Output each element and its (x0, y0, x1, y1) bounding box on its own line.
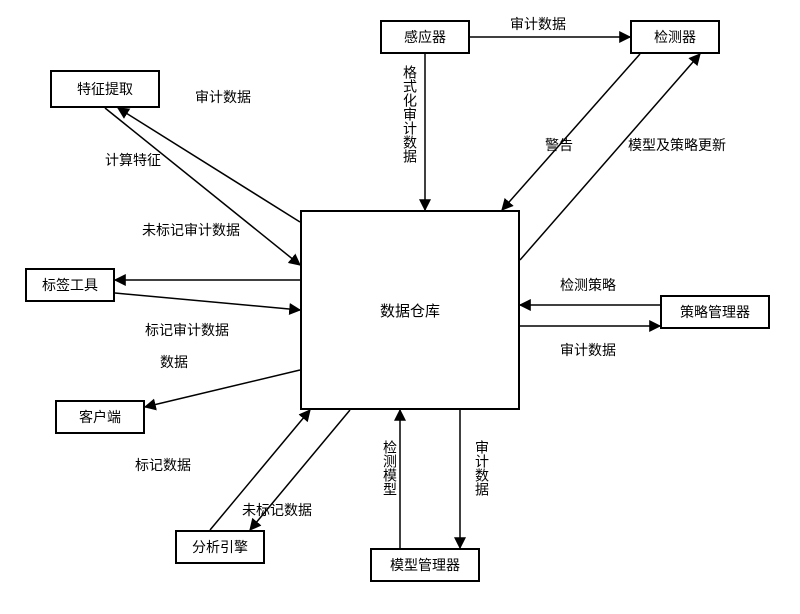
node-policymgr: 策略管理器 (660, 295, 770, 329)
edge-label-policymgr-policy: 检测策略 (560, 275, 616, 295)
node-feature-label: 特征提取 (77, 79, 133, 99)
edge-label-labeltool-mark: 标记审计数据 (145, 320, 229, 340)
node-feature: 特征提取 (50, 70, 160, 108)
edge-label-analysis-marked: 标记数据 (135, 455, 191, 475)
edge-detector-model (520, 54, 700, 260)
node-detector-label: 检测器 (654, 27, 696, 47)
node-labeltool: 标签工具 (25, 268, 115, 302)
edge-label-detector-warn: 警告 (545, 135, 573, 155)
node-client: 客户端 (55, 400, 145, 434)
node-analysis-label: 分析引擎 (192, 537, 248, 557)
edge-label-modelmgr-audit: 审计数据 (470, 440, 490, 496)
node-sensor: 感应器 (380, 20, 470, 54)
edge-label-client-data: 数据 (160, 352, 188, 372)
node-labeltool-label: 标签工具 (42, 275, 98, 295)
node-detector: 检测器 (630, 20, 720, 54)
edge-label-modelmgr-model: 检测模型 (378, 440, 398, 496)
node-warehouse: 数据仓库 (300, 210, 520, 410)
edge-feature-calc (105, 108, 300, 265)
edge-client-data (145, 370, 300, 407)
node-policymgr-label: 策略管理器 (680, 302, 750, 322)
edge-label-sensor-detector: 审计数据 (510, 14, 566, 34)
node-warehouse-label: 数据仓库 (380, 300, 440, 321)
edge-label-feature-calc: 计算特征 (105, 150, 161, 170)
node-modelmgr-label: 模型管理器 (390, 555, 460, 575)
edge-detector-warn (502, 54, 640, 210)
edge-label-detector-model: 模型及策略更新 (628, 135, 726, 155)
edge-label-labeltool-unmark: 未标记审计数据 (142, 220, 240, 240)
edge-label-analysis-unmarked: 未标记数据 (242, 500, 312, 520)
edge-label-feature-audit: 审计数据 (195, 87, 251, 107)
node-analysis: 分析引擎 (175, 530, 265, 564)
node-sensor-label: 感应器 (404, 27, 446, 47)
node-client-label: 客户端 (79, 407, 121, 427)
edge-labeltool-mark (115, 293, 300, 310)
edge-label-sensor-warehouse: 格式化审计数据 (398, 65, 418, 163)
edge-label-policymgr-audit: 审计数据 (560, 340, 616, 360)
node-modelmgr: 模型管理器 (370, 548, 480, 582)
